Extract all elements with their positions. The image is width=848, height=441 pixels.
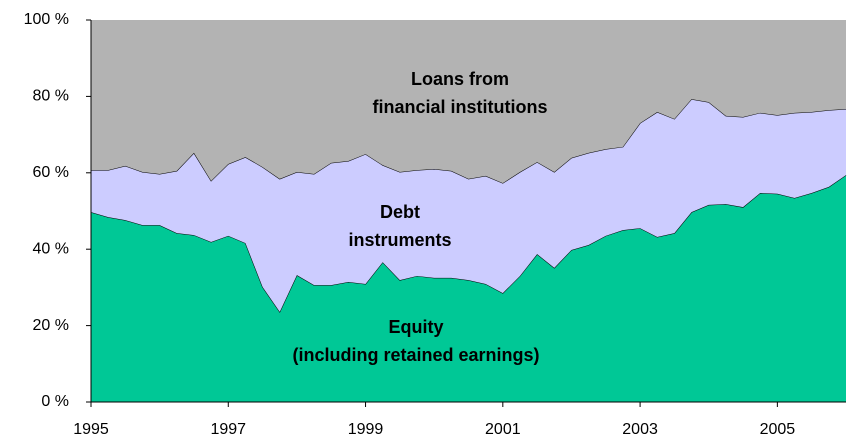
x-tick-label: 1999 [348,421,384,438]
series-label: Loans from [411,69,509,89]
x-tick-label: 1997 [210,421,246,438]
series-label: financial institutions [372,97,547,117]
x-tick-label: 1995 [73,421,109,438]
y-tick-label: 60 % [33,164,69,181]
series-label: Debt [380,202,420,222]
series-label: instruments [348,230,451,250]
area [91,20,846,184]
area [91,99,846,312]
y-tick-label: 80 % [33,88,69,105]
series-label: Equity [388,317,443,337]
series-label: (including retained earnings) [292,345,539,365]
y-tick-label: 100 % [24,11,69,28]
area [91,175,846,402]
y-tick-label: 0 % [41,393,69,410]
x-tick-label: 2001 [485,421,521,438]
x-tick-label: 2003 [622,421,658,438]
y-tick-label: 20 % [33,317,69,334]
x-tick-label: 2005 [760,421,796,438]
y-tick-label: 40 % [33,240,69,257]
